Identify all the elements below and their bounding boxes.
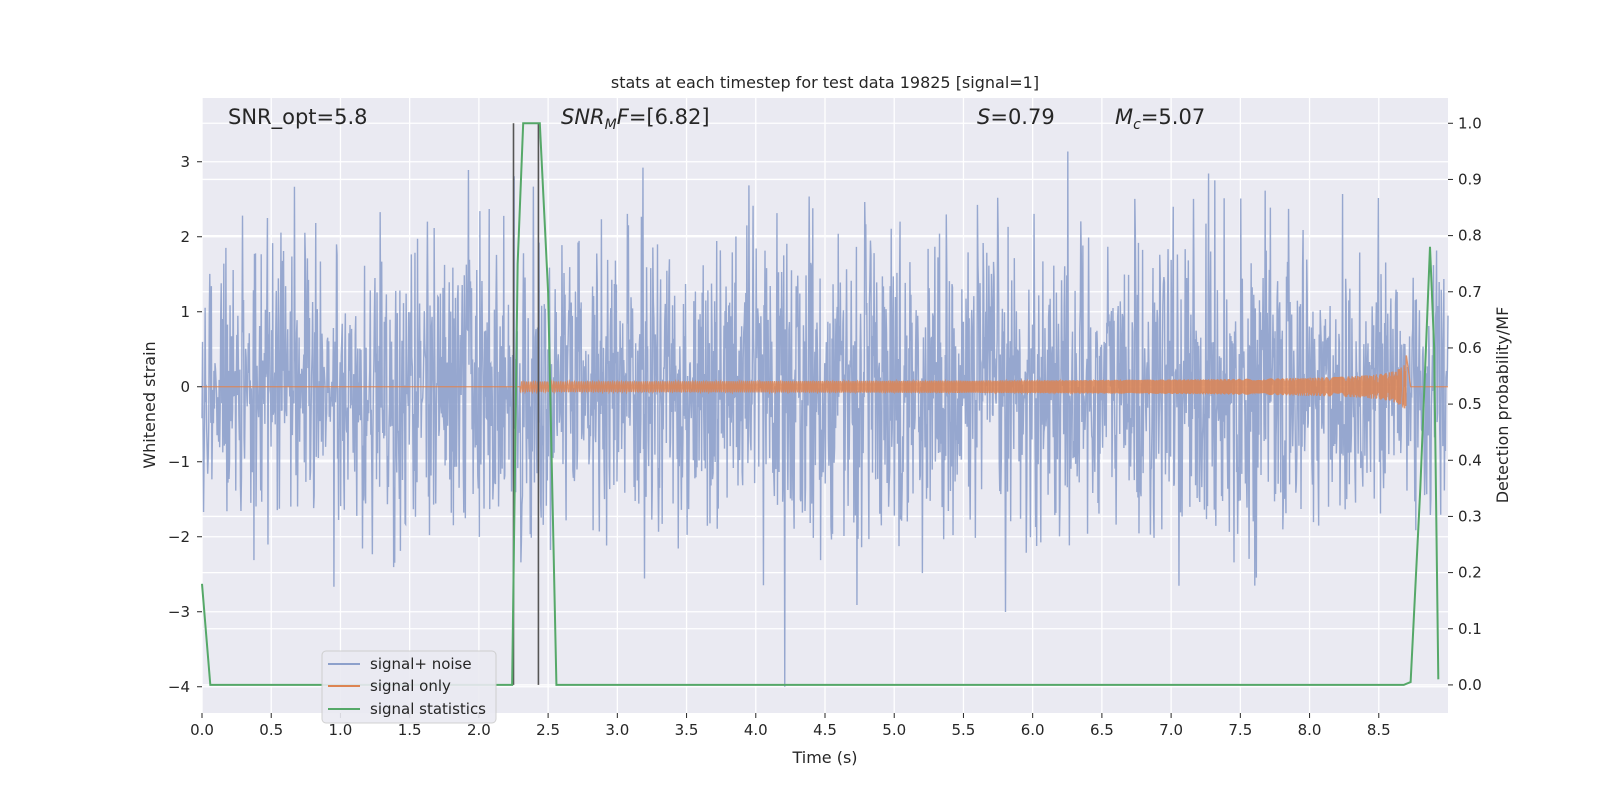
y2-tick-label-0: 0.0: [1458, 676, 1482, 694]
legend: signal+ noise signal only signal statist…: [321, 650, 497, 724]
x-tick-label-4: 2.0: [467, 721, 491, 739]
legend-label-noise: signal+ noise: [370, 655, 472, 673]
x-tick-label-0: 0.0: [190, 721, 214, 739]
x-tick-label-9: 4.5: [813, 721, 837, 739]
y-tick-label-0: −4: [168, 678, 190, 696]
y-tick-label-7: 3: [180, 153, 190, 171]
y-axis-label: Whitened strain: [140, 341, 159, 468]
y2-tick-label-7: 0.7: [1458, 283, 1482, 301]
y2-tick-label-9: 0.9: [1458, 170, 1482, 188]
y2-tick-label-2: 0.2: [1458, 564, 1482, 582]
series-signal-only: [202, 355, 1448, 409]
signal-line: [202, 355, 1448, 409]
y-axis-left: −4 −3 −2 −1 0 1 2 3: [168, 153, 202, 696]
y-axis-right: 0.0 0.1 0.2 0.3 0.4 0.5 0.6 0.7 0.8 0.9 1.0: [1448, 114, 1482, 694]
x-tick-label-5: 2.5: [536, 721, 560, 739]
y2-tick-label-10: 1.0: [1458, 114, 1482, 132]
annotation-mc: Mc=5.07: [1115, 105, 1205, 133]
legend-label-signal: signal only: [370, 677, 451, 695]
y2-tick-label-5: 0.5: [1458, 395, 1482, 413]
annotation-snr-mf-value: =[6.82]: [629, 105, 710, 129]
annotation-s: S=0.79: [977, 105, 1055, 129]
y2-tick-label-4: 0.4: [1458, 451, 1482, 469]
x-tick-label-13: 6.5: [1090, 721, 1114, 739]
annotation-s-value: =0.79: [990, 105, 1054, 129]
x-tick-label-10: 5.0: [882, 721, 906, 739]
y-tick-label-6: 2: [180, 228, 190, 246]
noise-line: [201, 151, 1449, 687]
x-tick-label-6: 3.0: [605, 721, 629, 739]
annotation-snr-opt: SNR_opt=5.8: [228, 105, 368, 130]
y2-tick-label-1: 0.1: [1458, 620, 1482, 638]
y-tick-label-5: 1: [180, 303, 190, 321]
x-tick-label-15: 7.5: [1228, 721, 1252, 739]
x-tick-label-17: 8.5: [1367, 721, 1391, 739]
x-tick-label-8: 4.0: [744, 721, 768, 739]
x-tick-label-11: 5.5: [952, 721, 976, 739]
y-tick-label-4: 0: [180, 378, 190, 396]
y2-tick-label-8: 0.8: [1458, 227, 1482, 245]
x-axis-label: Time (s): [791, 748, 857, 767]
x-tick-label-14: 7.0: [1159, 721, 1183, 739]
x-tick-label-1: 0.5: [259, 721, 283, 739]
y2-tick-label-3: 0.3: [1458, 507, 1482, 525]
series-signal-noise: [201, 151, 1449, 687]
x-tick-label-7: 3.5: [675, 721, 699, 739]
y-tick-label-3: −1: [168, 453, 190, 471]
x-tick-label-16: 8.0: [1298, 721, 1322, 739]
annotation-mc-value: =5.07: [1141, 105, 1205, 129]
x-tick-label-2: 1.0: [329, 721, 353, 739]
legend-box: [321, 650, 497, 724]
y2-axis-label: Detection probability/MF: [1493, 307, 1512, 504]
chart-title: stats at each timestep for test data 198…: [611, 73, 1039, 92]
x-tick-label-3: 1.5: [398, 721, 422, 739]
y2-tick-label-6: 0.6: [1458, 339, 1482, 357]
x-axis: 0.0 0.5 1.0 1.5 2.0 2.5 3.0 3.5 4.0 4.5 5.0 5.5 6.0 6…: [190, 713, 1391, 739]
annotation-snr-mf: SNRMF=[6.82]: [561, 105, 710, 133]
y-tick-label-2: −2: [168, 528, 190, 546]
x-tick-label-12: 6.0: [1021, 721, 1045, 739]
y-tick-label-1: −3: [168, 603, 190, 621]
legend-label-stats: signal statistics: [370, 700, 486, 718]
